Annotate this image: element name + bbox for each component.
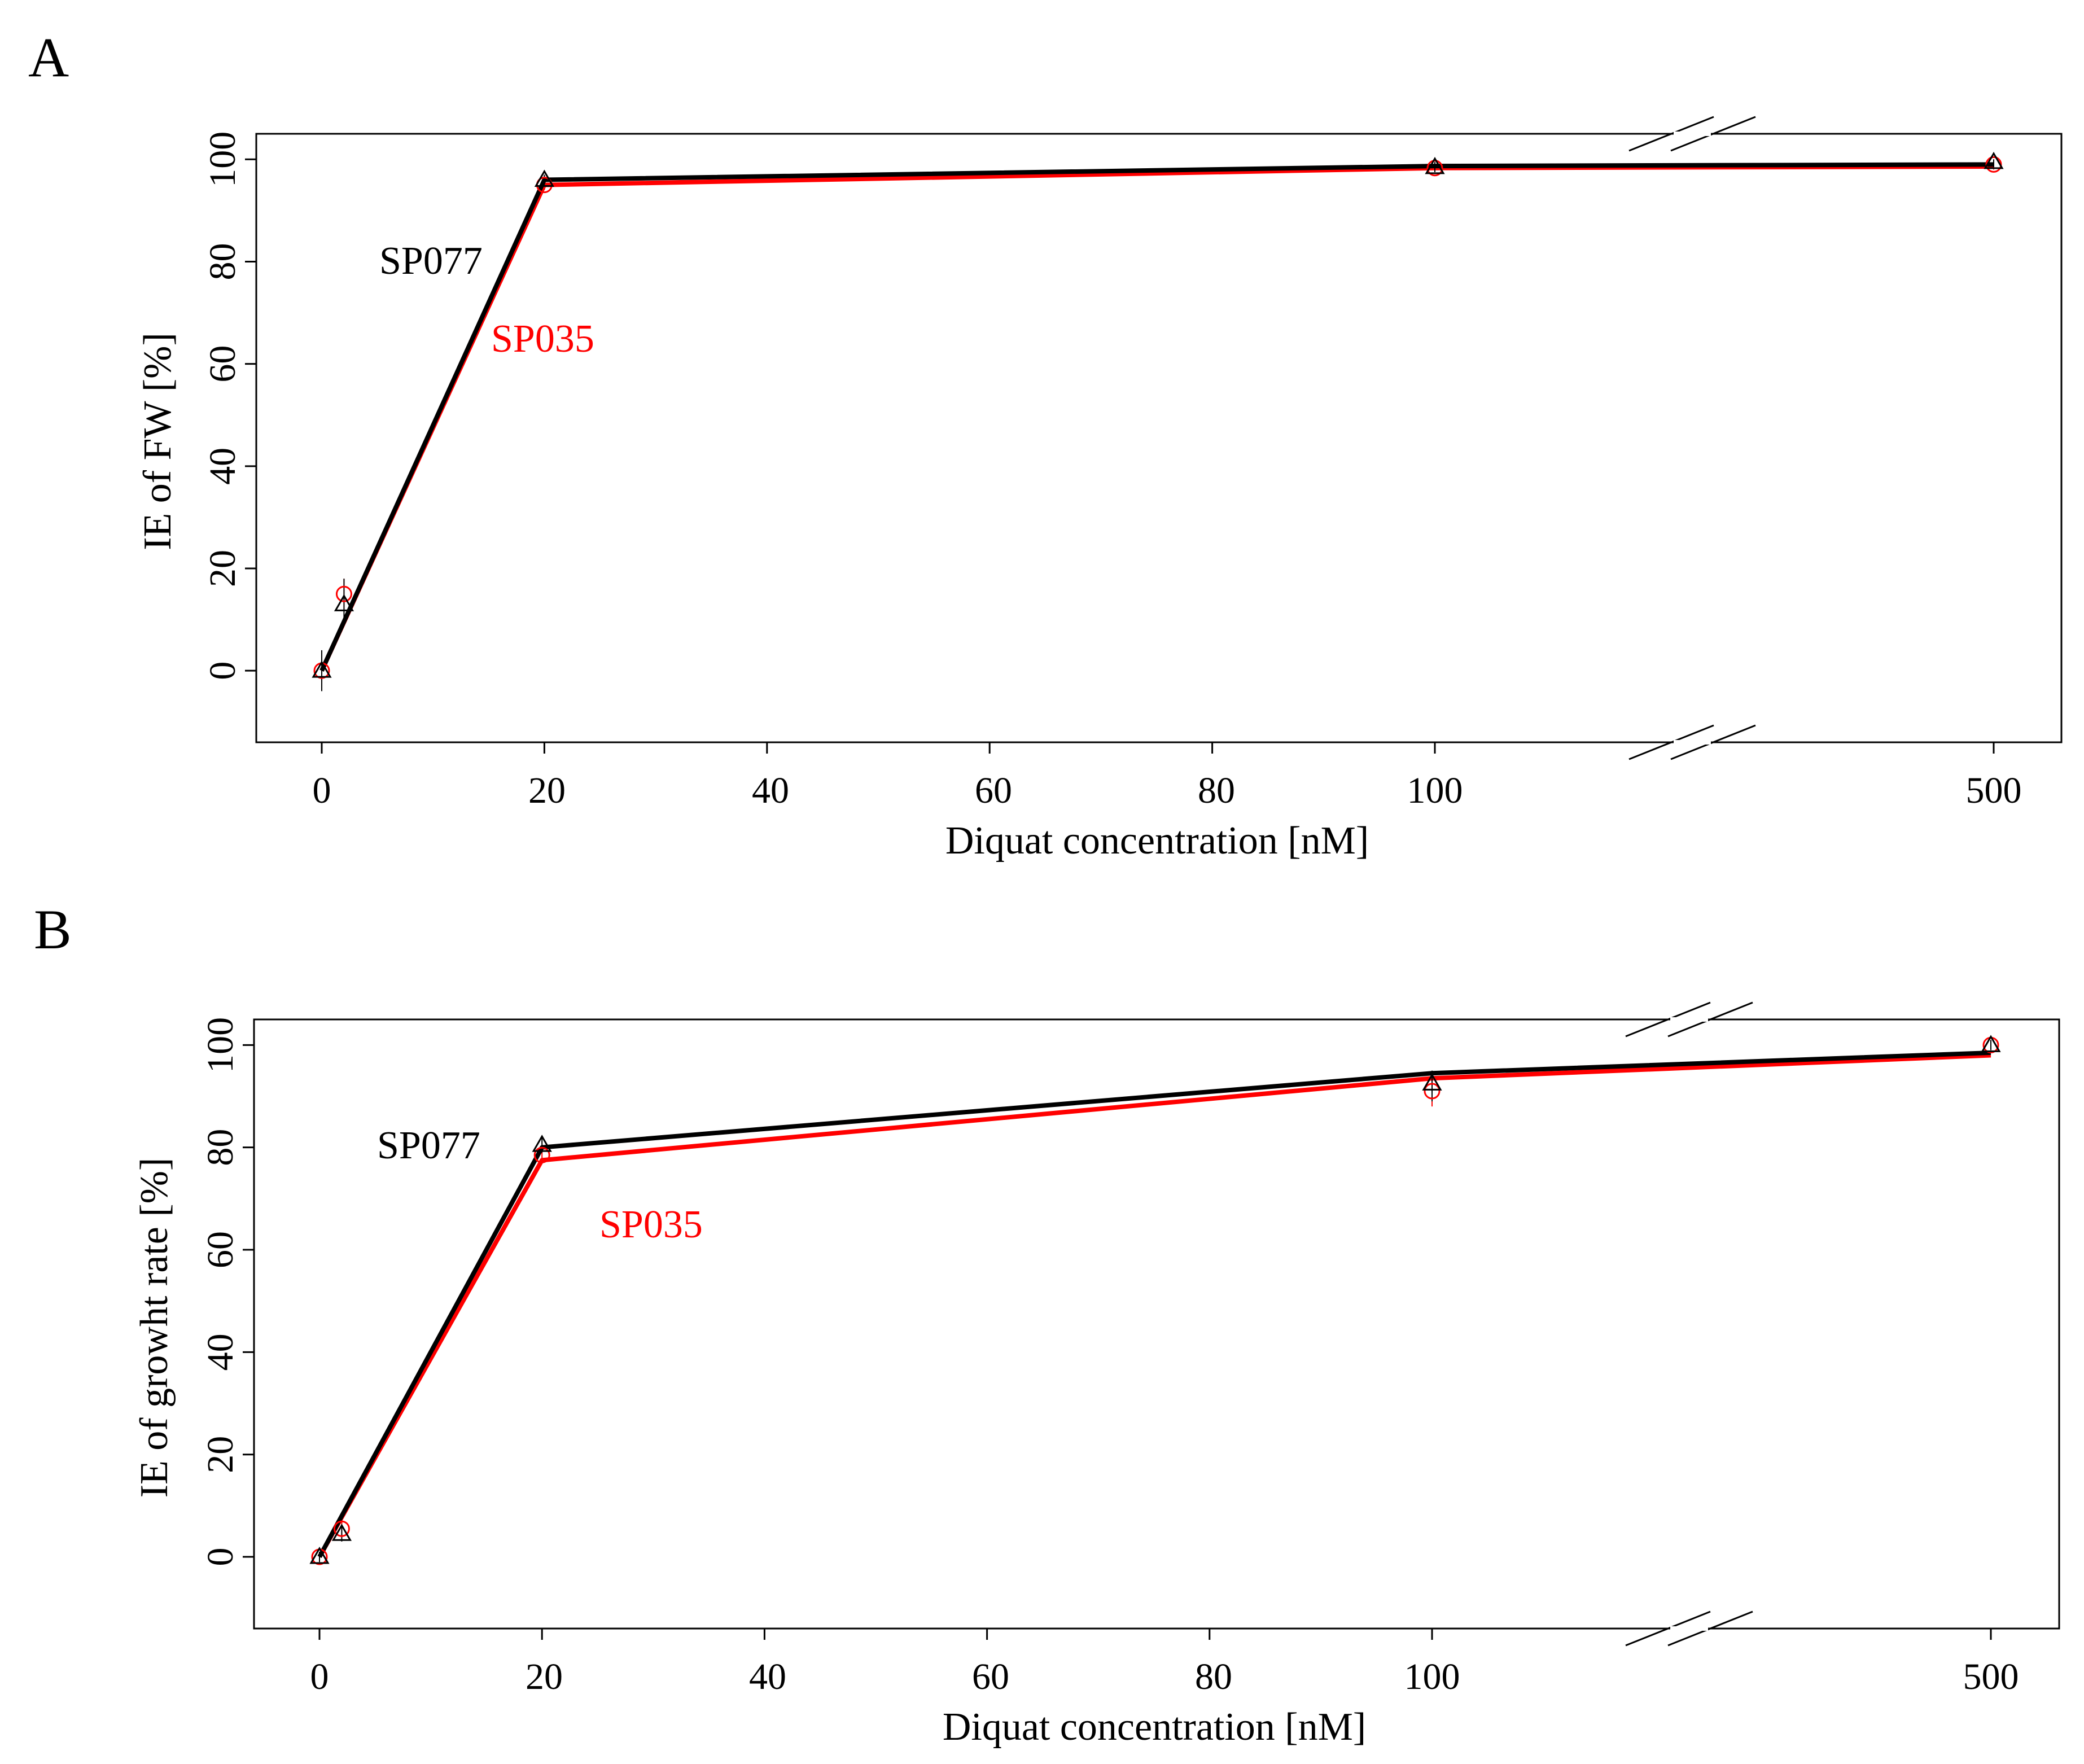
axis-break-mark [1625, 1610, 1711, 1647]
data-point-sp077 [1422, 1073, 1442, 1091]
y-tick-label: 80 [202, 243, 243, 280]
axis-break-gap [1674, 740, 1711, 745]
x-axis-label: Diquat concentration [nM] [945, 819, 1369, 863]
series-line-sp035 [317, 1053, 1991, 1559]
x-tick-label-60: 60 [972, 1656, 1009, 1697]
data-point-sp035 [1424, 1083, 1441, 1100]
axis-break-mark [1628, 724, 1714, 760]
x-tick-label-40: 40 [752, 770, 789, 811]
axis-break-mark [1667, 1001, 1753, 1038]
axis-break-mark [1670, 116, 1756, 152]
axis-break-gap [1670, 1626, 1708, 1631]
axis-break-mark [1670, 724, 1756, 760]
y-tick-label: 100 [202, 132, 243, 187]
y-tick-label: 100 [200, 1017, 241, 1073]
data-point-sp035 [1426, 160, 1443, 177]
series-label-sp035: SP035 [491, 317, 594, 361]
data-point-sp077 [1425, 156, 1445, 174]
data-point-sp077 [331, 1524, 352, 1541]
axis-break-gap [1670, 1017, 1708, 1022]
x-tick-label-20: 20 [526, 1656, 563, 1697]
plot-frame [255, 133, 2063, 743]
y-tick-label: 20 [202, 550, 243, 587]
y-axis-label: IE of FW [%] [136, 332, 179, 550]
x-tick-label-100: 100 [1404, 1656, 1460, 1697]
x-tick-label-100: 100 [1407, 770, 1463, 811]
data-point-sp077 [1984, 151, 2004, 169]
axis-break-mark [1625, 1001, 1711, 1038]
x-tick-label-500: 500 [1966, 770, 2022, 811]
series-line-sp077 [317, 1050, 1991, 1558]
series-line-sp077 [319, 162, 1994, 672]
data-point-sp035 [533, 1146, 550, 1163]
x-tick-label-80: 80 [1198, 770, 1235, 811]
data-point-sp077 [534, 169, 554, 187]
data-point-sp077 [532, 1135, 552, 1152]
chart-a: 0 20 40 60 80 100 0 20 40 60 80 100 500 Diqua… [136, 116, 2063, 863]
axis-break-mark [1628, 116, 1714, 152]
axis-break-gap [1674, 132, 1711, 136]
y-tick-label: 60 [200, 1231, 241, 1268]
x-tick-label-20: 20 [528, 770, 566, 811]
y-tick-label: 80 [200, 1129, 241, 1166]
panel-b: B 0 20 40 60 80 100 0 20 40 60 80 100 500 Diq… [34, 898, 2060, 1749]
data-point-sp077 [1981, 1035, 2001, 1052]
plot-frame [253, 1018, 2060, 1630]
data-point-sp077 [309, 1547, 330, 1564]
x-tick-label-60: 60 [975, 770, 1012, 811]
data-point-sp077 [312, 660, 332, 678]
chart-b: 0 20 40 60 80 100 0 20 40 60 80 100 500 Diqua… [133, 1001, 2060, 1749]
x-tick-label-80: 80 [1195, 1656, 1232, 1697]
y-tick-label: 40 [200, 1333, 241, 1371]
y-tick-label: 40 [202, 448, 243, 485]
x-axis-label: Diquat concentration [nM] [943, 1705, 1366, 1749]
data-point-sp077 [334, 594, 354, 611]
series-label-sp077: SP077 [379, 239, 483, 283]
panel-letter-b: B [34, 898, 72, 961]
y-tick-label: 60 [202, 345, 243, 383]
x-tick-label-40: 40 [749, 1656, 786, 1697]
series-label-sp077: SP077 [377, 1124, 480, 1167]
y-tick-label: 0 [202, 662, 243, 680]
data-point-sp035 [333, 1520, 350, 1537]
axis-break-mark [1667, 1610, 1753, 1647]
x-tick-label-500: 500 [1963, 1656, 2019, 1697]
x-tick-label-0: 0 [310, 1656, 329, 1697]
data-point-sp035 [1985, 156, 2002, 173]
series-label-sp035: SP035 [599, 1203, 703, 1246]
x-tick-label-0: 0 [313, 770, 331, 811]
y-tick-label: 20 [200, 1436, 241, 1473]
panel-a: A 0 20 40 60 80 100 0 20 40 60 80 100 500 Diq… [28, 26, 2063, 863]
data-point-sp035 [335, 585, 352, 602]
panel-letter-a: A [28, 26, 69, 89]
y-tick-label: 0 [200, 1548, 241, 1566]
y-axis-label: IE of growht rate [%] [133, 1158, 176, 1498]
